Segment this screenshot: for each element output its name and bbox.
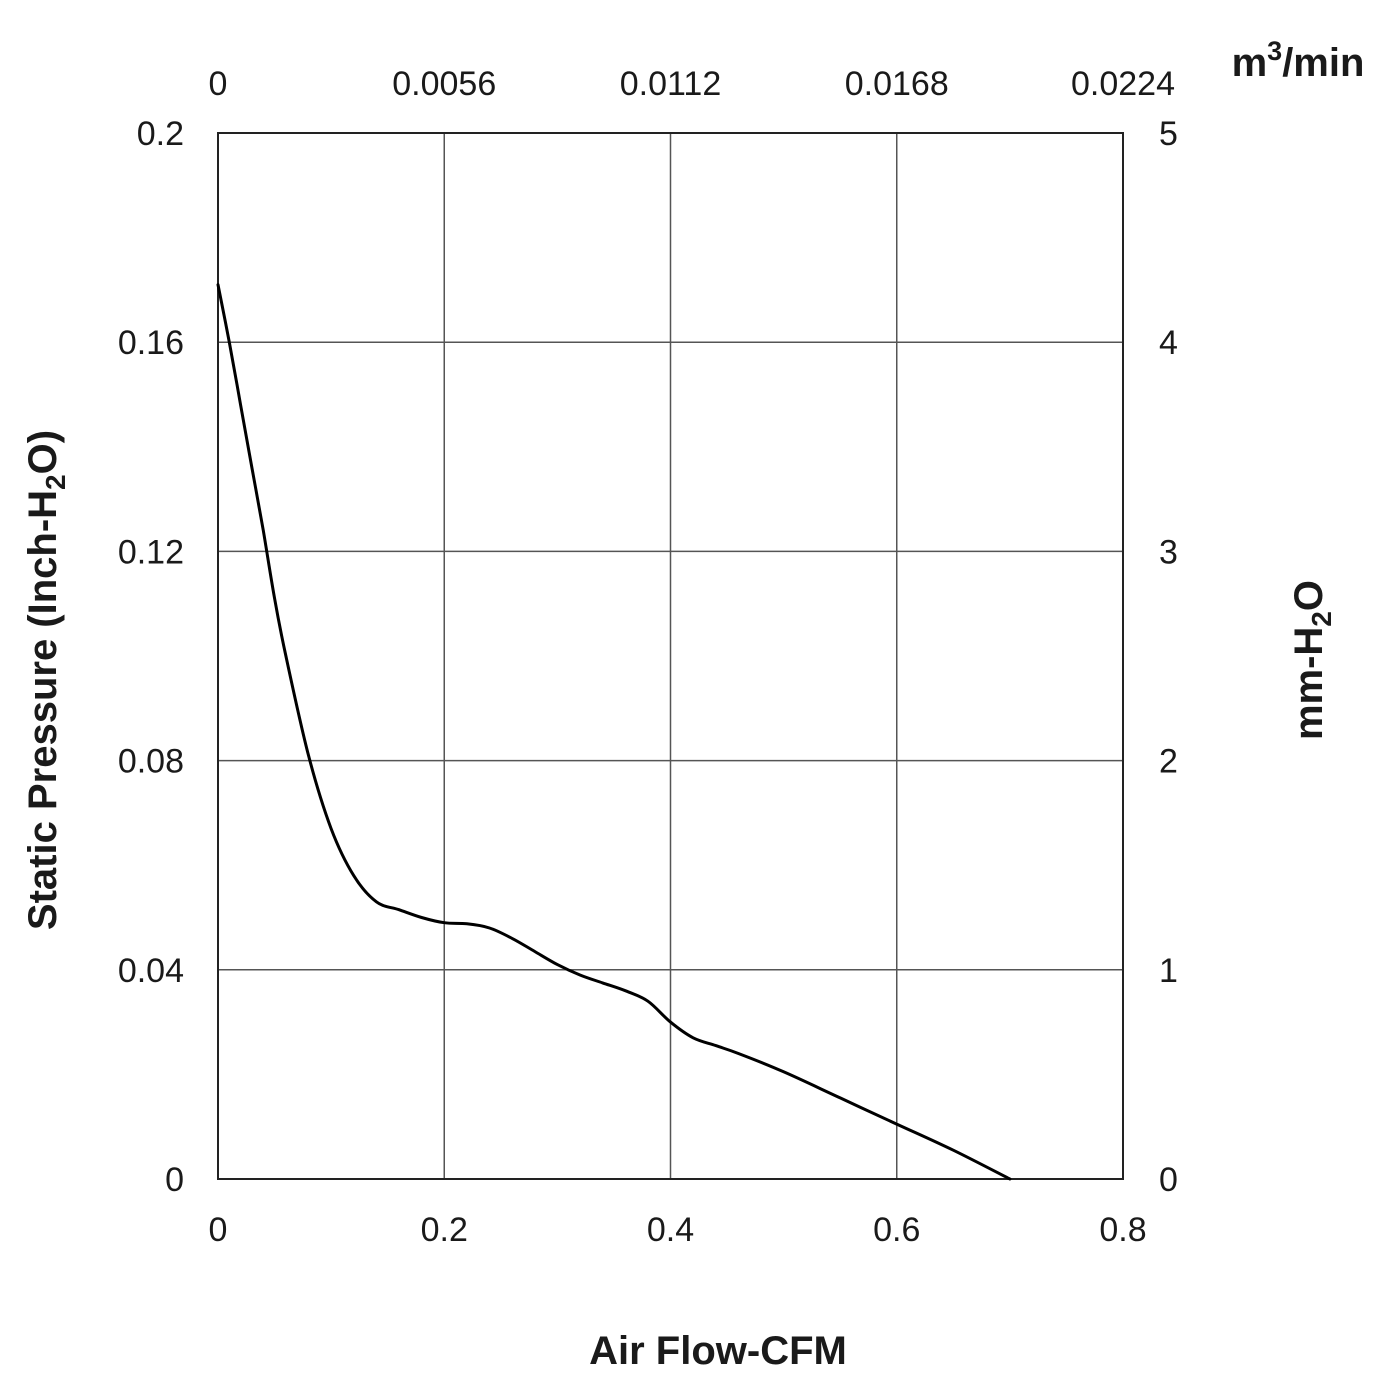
y2-tick-label: 3 xyxy=(1159,533,1178,571)
y-axis-title-left: Static Pressure (Inch-H2O) xyxy=(21,430,71,930)
y-tick-label: 0.04 xyxy=(118,952,184,990)
x2-tick-label: 0 xyxy=(209,65,228,103)
x2-tick-label: 0.0168 xyxy=(845,65,949,103)
x-axis-title: Air Flow-CFM xyxy=(589,1329,847,1373)
y-tick-label: 0.12 xyxy=(118,533,184,571)
y2-tick-label: 5 xyxy=(1159,115,1178,153)
y2-tick-label: 1 xyxy=(1159,952,1178,990)
x-tick-label: 0 xyxy=(209,1211,228,1249)
y2-tick-label: 0 xyxy=(1159,1161,1178,1199)
y2-tick-label: 4 xyxy=(1159,324,1178,362)
y-tick-label: 0 xyxy=(165,1161,184,1199)
y-tick-label: 0.2 xyxy=(137,115,184,153)
x-tick-label: 0.2 xyxy=(421,1211,468,1249)
y-tick-label: 0.08 xyxy=(118,743,184,781)
x2-axis-title: m3/min xyxy=(1232,36,1365,85)
x-tick-label: 0.6 xyxy=(873,1211,920,1249)
x2-tick-label: 0.0224 xyxy=(1071,65,1175,103)
x2-tick-label: 0.0056 xyxy=(392,65,496,103)
tick-labels: 0 0.2 0.4 0.6 0.80 0.0056 0.0112 0.0168 0.022400… xyxy=(118,65,1178,1249)
y-axis-title-right: mm-H2O xyxy=(1287,580,1337,740)
x2-tick-label: 0.0112 xyxy=(620,65,721,103)
x-tick-label: 0.4 xyxy=(647,1211,694,1249)
pressure-curve xyxy=(216,283,1012,1181)
y2-tick-label: 2 xyxy=(1159,743,1178,781)
grid-lines xyxy=(218,133,1123,1179)
y-tick-label: 0.16 xyxy=(118,324,184,362)
x-tick-label: 0.8 xyxy=(1099,1211,1146,1249)
plot-frame xyxy=(217,132,1124,1180)
